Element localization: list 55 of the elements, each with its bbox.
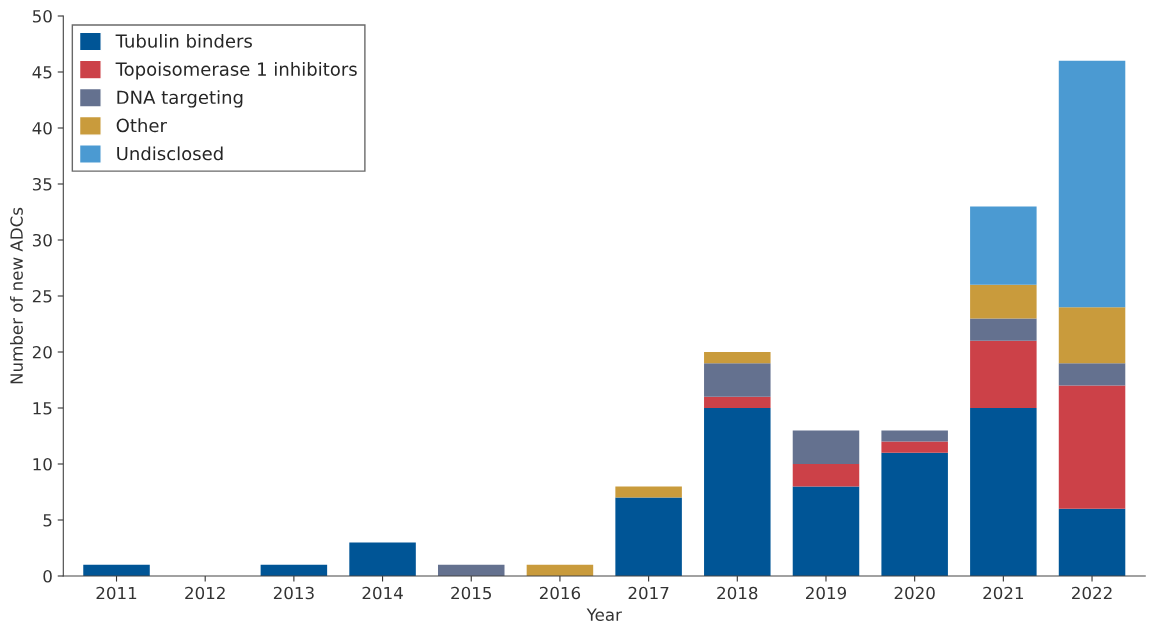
bar [1058,508,1126,576]
bar [881,441,948,453]
legend-label: DNA targeting [117,90,243,108]
bar [615,497,682,576]
y-tick-label: 5 [43,514,52,527]
y-tick-label: 50 [32,9,52,23]
x-tick-label: 2016 [539,586,581,600]
bar [970,206,1037,285]
bar [1058,385,1126,509]
legend-label: Undisclosed [117,146,223,161]
y-tick-label: 20 [32,345,52,359]
bar [704,363,771,397]
y-tick-label: 25 [32,289,52,303]
bar [970,318,1037,341]
bar [792,486,860,576]
bar [792,430,860,464]
y-tick-label: 15 [33,402,52,415]
x-tick-label: 2021 [983,586,1024,600]
bar [704,352,771,364]
bar [1058,307,1126,364]
y-tick-label: 10 [33,457,52,471]
legend-label: Tubulin binders [115,33,252,48]
y-tick-label: 0 [43,569,52,583]
y-tick-label: 45 [32,66,52,79]
bar [792,464,860,487]
x-axis-title: Year [586,608,622,621]
x-tick-label: 2018 [717,586,758,600]
x-tick-label: 2022 [1072,586,1112,600]
bar [704,396,771,408]
y-tick-label: 40 [32,121,52,135]
bar [615,486,682,498]
bar [1058,363,1126,386]
x-tick-label: 2015 [451,586,491,600]
bar [437,564,505,576]
x-tick-label: 2017 [628,586,669,600]
x-tick-label: 2013 [273,586,314,600]
bar [1058,60,1126,308]
bar [970,340,1037,408]
bar [881,452,948,576]
bar [881,430,948,442]
legend-label: Other [116,118,167,133]
bar [83,564,150,576]
y-tick-label: 35 [32,177,52,191]
legend-label: Topoisomerase 1 inhibitors [115,62,357,80]
bar [704,408,771,576]
bar [970,408,1037,576]
x-tick-label: 2020 [894,586,935,600]
y-axis-title: Number of new ADCs [9,207,23,384]
y-tick-label: 30 [32,233,52,247]
x-tick-label: 2014 [362,586,403,600]
bar [970,284,1037,319]
x-tick-label: 2011 [96,586,137,600]
bar [349,542,416,576]
x-tick-label: 2012 [185,586,225,600]
x-tick-label: 2019 [806,586,847,600]
